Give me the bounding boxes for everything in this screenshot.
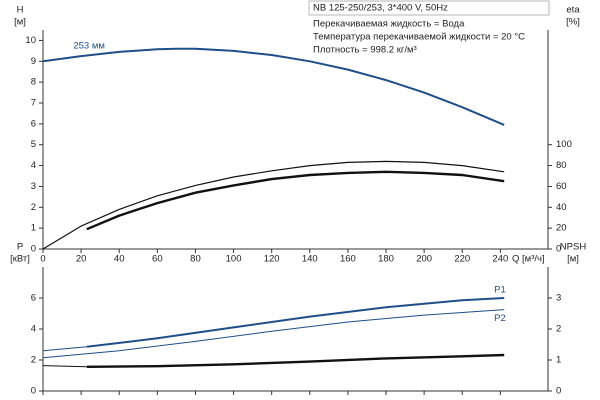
x-tick-label: 140	[302, 254, 318, 265]
curve	[86, 170, 505, 231]
y-label: [кВт]	[10, 254, 30, 265]
x-tick-label: 100	[226, 254, 242, 265]
header-line: Перекачиваемая жидкость = Вода	[313, 19, 465, 30]
y-tick-label: 2	[31, 355, 36, 366]
y-label: H	[17, 5, 24, 16]
header-line: Температура перекачиваемой жидкости = 20…	[313, 32, 525, 43]
y-tick-label: 3	[31, 181, 36, 192]
curve	[86, 353, 505, 368]
y-tick-label: 0	[31, 386, 36, 397]
curve-label: 253 мм	[73, 41, 105, 52]
x-tick-label: 20	[76, 254, 87, 265]
y-tick-label: 5	[31, 139, 36, 150]
y2-tick-label: 100	[556, 139, 572, 150]
y-label: P	[17, 242, 23, 253]
curve-label: P2	[494, 313, 506, 324]
header-box	[308, 0, 550, 16]
y2-tick-label: 3	[556, 293, 561, 304]
x-tick-label: 180	[378, 254, 394, 265]
curve	[42, 160, 505, 250]
y-tick-label: 6	[31, 118, 36, 129]
y2-tick-label: 0	[556, 244, 561, 255]
curve	[86, 297, 505, 348]
y-tick-label: 6	[31, 293, 36, 304]
y2-tick-label: 20	[556, 223, 567, 234]
y2-tick-label: 0	[556, 386, 561, 397]
x-tick-label: 60	[152, 254, 163, 265]
curve-label: P1	[494, 285, 506, 296]
y2-tick-label: 80	[556, 160, 567, 171]
y-tick-label: 8	[31, 77, 36, 88]
y2-label: [м]	[567, 254, 579, 265]
x-label: Q [м³/ч]	[512, 254, 545, 265]
y2-label: [%]	[566, 17, 580, 28]
y-tick-label: 9	[31, 56, 36, 67]
curve	[42, 346, 87, 352]
x-tick-label: 80	[190, 254, 201, 265]
y-tick-label: 2	[31, 202, 36, 213]
x-tick-label: 0	[40, 254, 45, 265]
y-tick-label: 7	[31, 98, 36, 109]
curve	[42, 365, 87, 368]
y-tick-label: 1	[31, 223, 36, 234]
header-line: Плотность = 998.2 кг/м³	[313, 45, 417, 56]
y-tick-label: 10	[25, 35, 36, 46]
y-tick-label: 4	[31, 160, 36, 171]
curve	[42, 309, 505, 359]
y-label: [м]	[14, 17, 26, 28]
y2-tick-label: 2	[556, 324, 561, 335]
y2-label: eta	[566, 5, 580, 16]
y2-tick-label: 1	[556, 355, 561, 366]
y-tick-label: 0	[31, 244, 36, 255]
x-tick-label: 220	[454, 254, 470, 265]
y-tick-label: 4	[31, 324, 36, 335]
x-tick-label: 200	[416, 254, 432, 265]
y2-tick-label: 60	[556, 181, 567, 192]
x-tick-label: 240	[492, 254, 508, 265]
curve	[42, 47, 505, 126]
x-tick-label: 120	[264, 254, 280, 265]
y2-label: NPSH	[560, 242, 587, 253]
header-title: NB 125-250/253, 3*400 V, 50Hz	[313, 3, 448, 14]
x-tick-label: 160	[340, 254, 356, 265]
y2-tick-label: 40	[556, 202, 567, 213]
x-tick-label: 40	[114, 254, 125, 265]
